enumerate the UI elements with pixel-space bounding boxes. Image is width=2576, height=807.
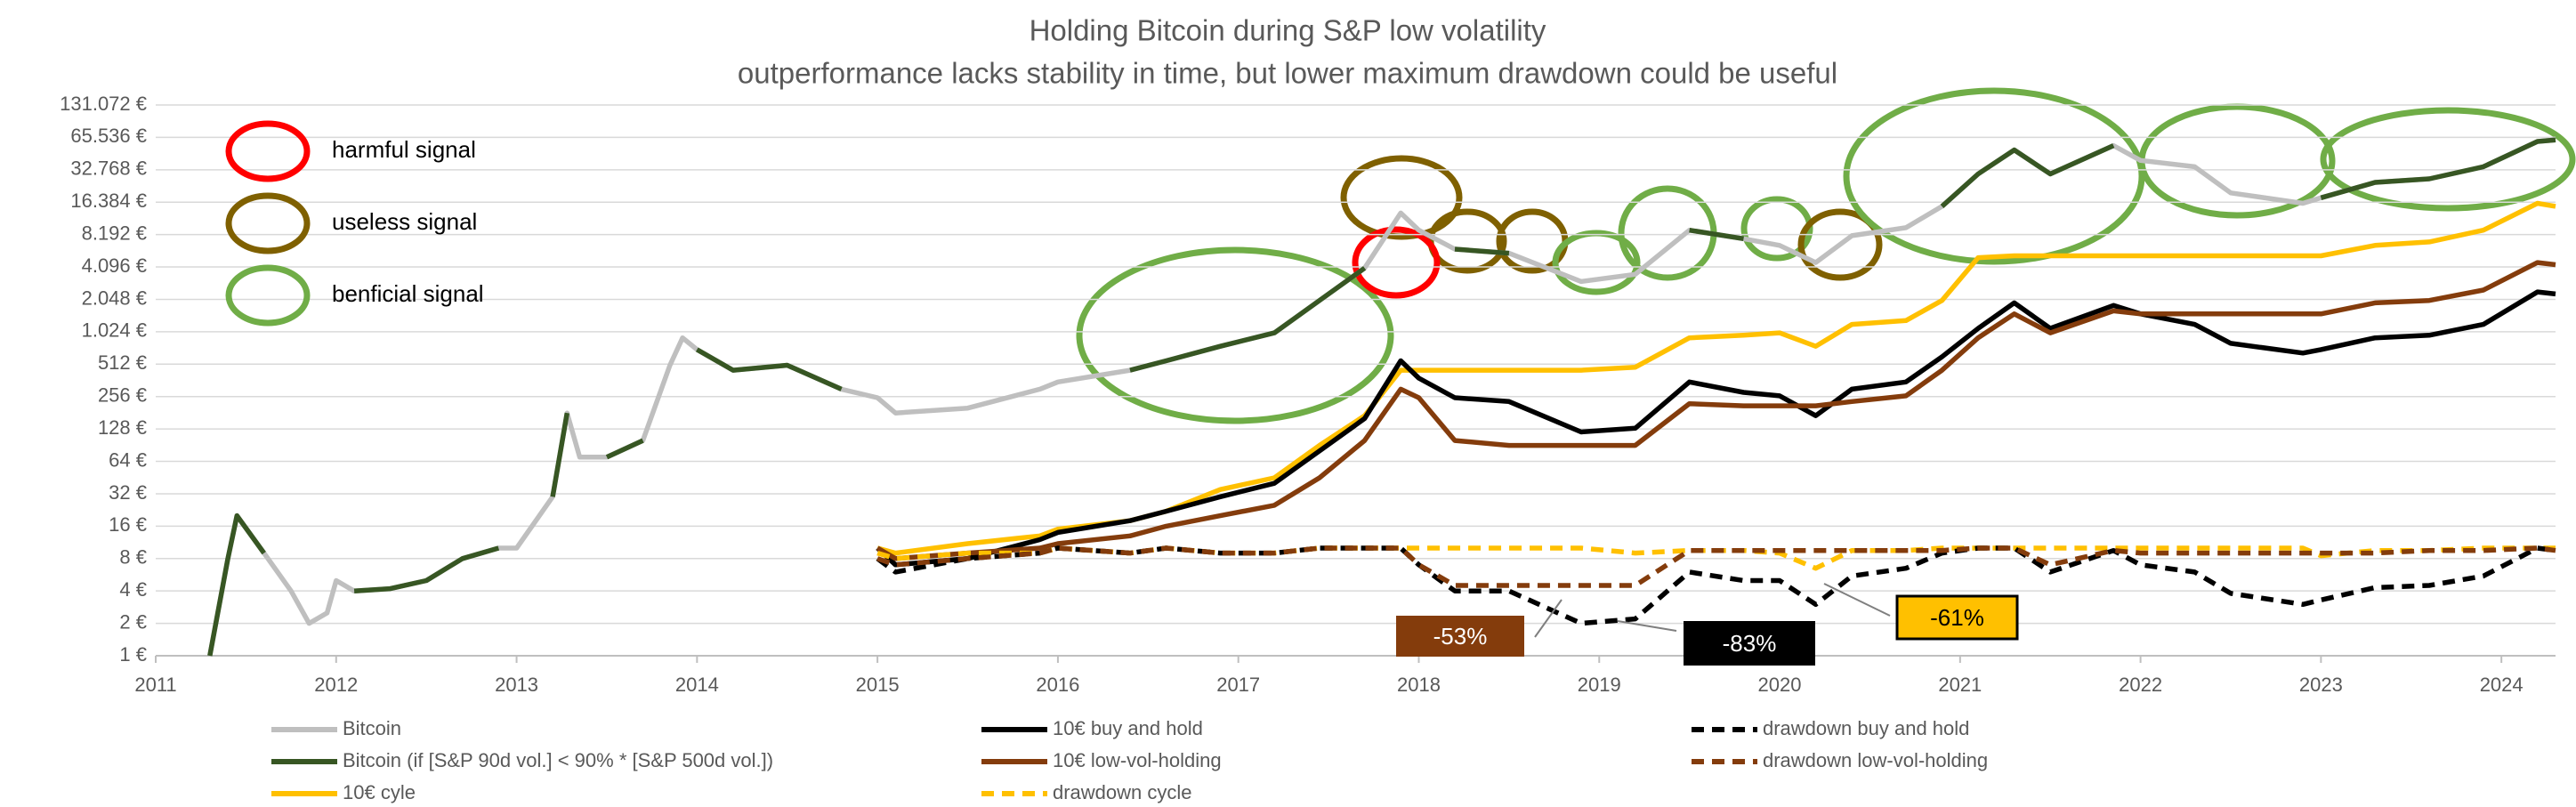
- y-tick-label: 128 €: [98, 416, 147, 439]
- signal-circle: [1352, 226, 1441, 299]
- y-tick-label: 32 €: [109, 481, 147, 504]
- legend-label: drawdown cycle: [1053, 781, 1192, 803]
- annotation-label: -83%: [1723, 630, 1777, 657]
- series-line: [876, 200, 2556, 556]
- y-tick-label: 4.096 €: [82, 254, 147, 277]
- annotation-box: [1684, 621, 1815, 666]
- signal-legend-label: useless signal: [332, 208, 477, 235]
- signal-circle: [1552, 230, 1641, 295]
- signal-circle: [1843, 87, 2145, 265]
- y-tick-label: 512 €: [98, 351, 147, 374]
- y-tick-label: 8.192 €: [82, 222, 147, 244]
- x-tick-label: 2012: [314, 674, 358, 696]
- y-tick-label: 65.536 €: [70, 125, 147, 147]
- signal-legend-marker: [225, 120, 311, 182]
- x-tick-label: 2024: [2480, 674, 2524, 696]
- x-tick-label: 2017: [1216, 674, 1260, 696]
- y-tick-label: 2.048 €: [82, 286, 147, 309]
- series-line: [876, 289, 2556, 568]
- y-tick-label: 131.072 €: [60, 93, 147, 115]
- annotation-box: [1396, 616, 1524, 657]
- y-tick-label: 256 €: [98, 384, 147, 407]
- legend-label: 10€ low-vol-holding: [1053, 749, 1222, 771]
- signal-legend-marker: [225, 264, 311, 327]
- series-line: [876, 545, 2556, 626]
- signal-legend-label: benficial signal: [332, 280, 484, 307]
- y-tick-label: 32.768 €: [70, 157, 147, 180]
- chart-subtitle: outperformance lacks stability in time, …: [738, 57, 1837, 90]
- x-tick-label: 2014: [675, 674, 719, 696]
- legend-label: Bitcoin (if [S&P 90d vol.] < 90% * [S&P …: [343, 749, 773, 771]
- signal-circle: [1797, 208, 1883, 281]
- x-tick-label: 2011: [134, 674, 176, 696]
- signal-circle: [2320, 107, 2576, 212]
- series-line: [876, 260, 2556, 561]
- x-tick-label: 2015: [856, 674, 900, 696]
- y-tick-label: 1.024 €: [82, 319, 147, 342]
- legend-label: drawdown buy and hold: [1763, 717, 1969, 739]
- x-tick-label: 2022: [2119, 674, 2162, 696]
- annotation-label: -53%: [1433, 623, 1488, 650]
- x-tick-label: 2018: [1397, 674, 1441, 696]
- legend-label: Bitcoin: [343, 717, 401, 739]
- y-tick-label: 8 €: [119, 546, 147, 569]
- legend-label: 10€ buy and hold: [1053, 717, 1203, 739]
- y-tick-label: 16 €: [109, 513, 147, 536]
- y-tick-label: 16.384 €: [70, 190, 147, 212]
- legend-label: drawdown low-vol-holding: [1763, 749, 1988, 771]
- x-tick-label: 2013: [495, 674, 538, 696]
- annotation-leader: [1617, 620, 1677, 632]
- signal-circle: [1740, 196, 1813, 262]
- annotation-leader: [1534, 599, 1563, 638]
- annotation-box: [1895, 594, 2019, 641]
- series-line: [207, 137, 2556, 657]
- y-tick-label: 1 €: [119, 643, 147, 666]
- x-tick-label: 2019: [1578, 674, 1621, 696]
- x-tick-label: 2020: [1758, 674, 1802, 696]
- chart-title: Holding Bitcoin during S&P low volatilit…: [1030, 14, 1546, 47]
- y-tick-label: 2 €: [119, 610, 147, 633]
- x-tick-label: 2021: [1938, 674, 1982, 696]
- legend-label: 10€ cyle: [343, 781, 416, 803]
- x-tick-label: 2023: [2299, 674, 2343, 696]
- series-line: [876, 545, 2556, 588]
- y-tick-label: 64 €: [109, 448, 147, 471]
- annotation-label: -61%: [1930, 604, 1984, 631]
- signal-circle: [1340, 155, 1463, 240]
- signal-legend-marker: [225, 192, 311, 254]
- signal-circle: [2138, 103, 2336, 219]
- y-tick-label: 4 €: [119, 578, 147, 601]
- signal-circles: [1076, 87, 2576, 424]
- series-line: [207, 137, 2556, 657]
- x-tick-label: 2016: [1036, 674, 1079, 696]
- signal-circle: [1076, 246, 1394, 424]
- signal-legend-label: harmful signal: [332, 136, 476, 163]
- annotation-leader: [1823, 583, 1891, 617]
